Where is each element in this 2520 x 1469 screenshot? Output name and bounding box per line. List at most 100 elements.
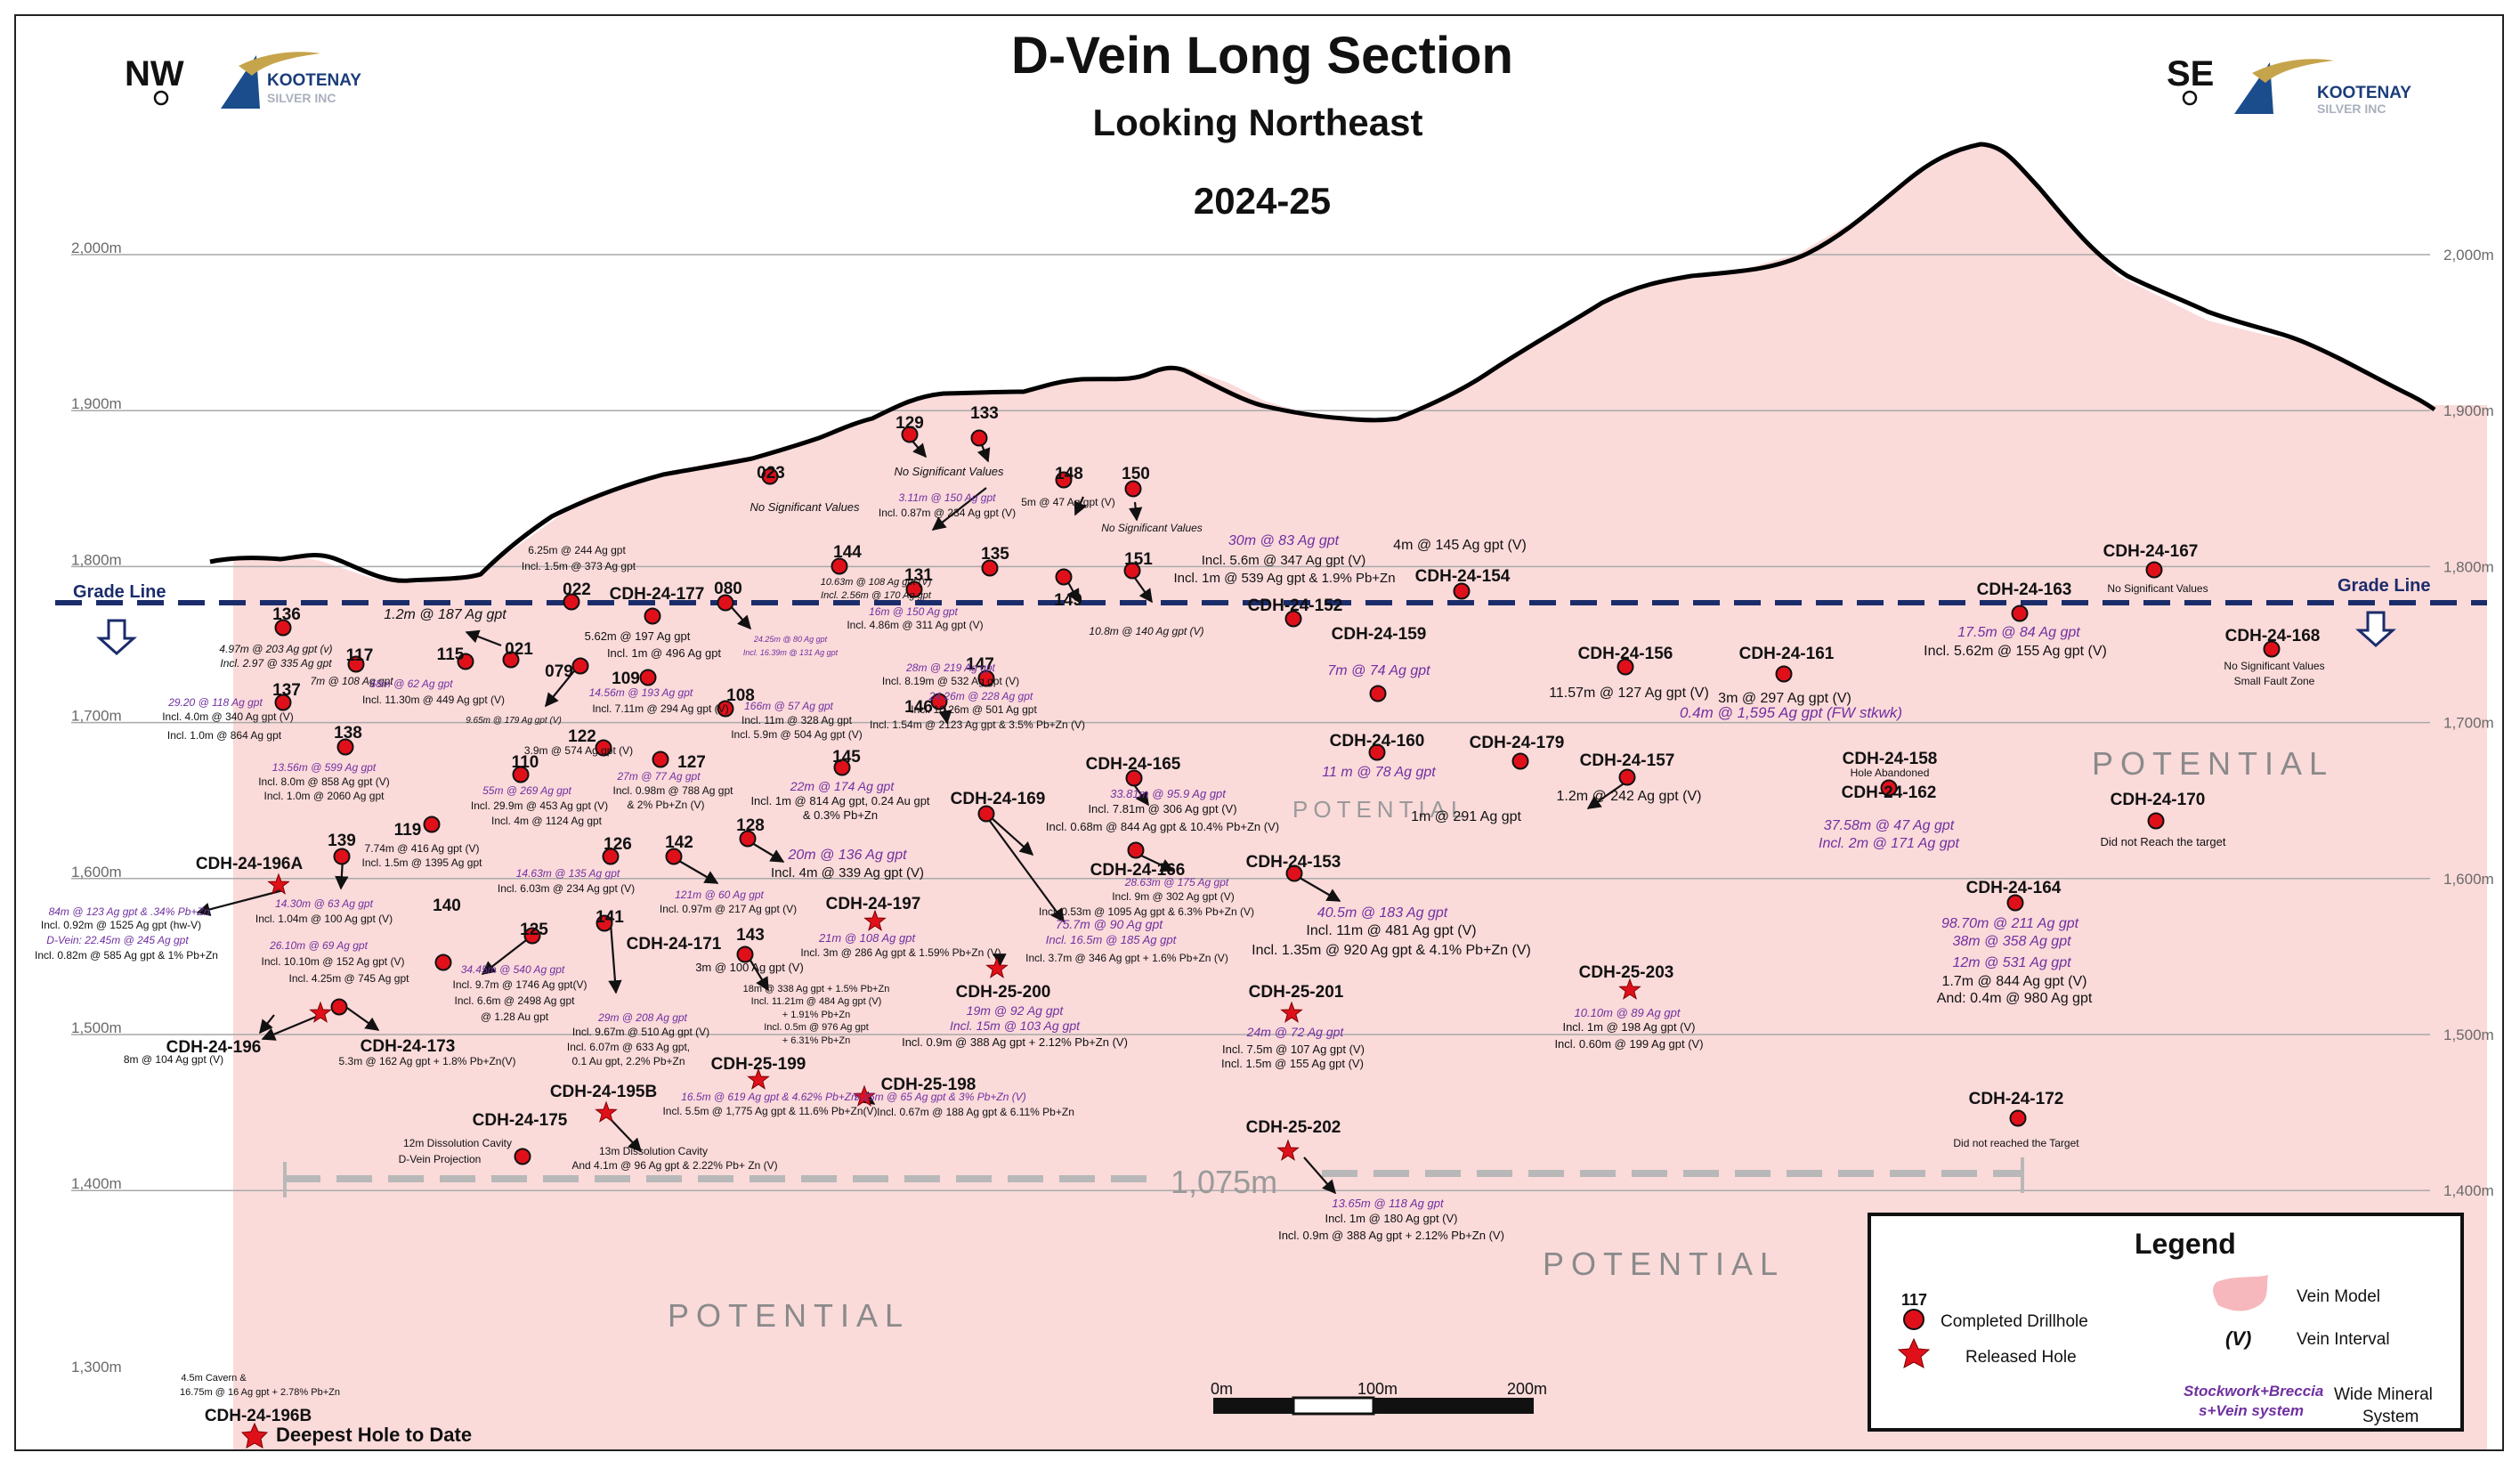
elevation-label-left: 1,300m xyxy=(71,1359,122,1376)
diagram-frame xyxy=(14,14,2504,1451)
drillhole-marker xyxy=(977,805,995,823)
drillhole-marker xyxy=(596,914,613,932)
se-label: SE xyxy=(2167,54,2214,93)
drillhole-label: CDH-24-154 xyxy=(1415,567,1511,586)
assay-note: 19m @ 92 Ag gpt xyxy=(967,1003,1065,1018)
assay-note: 16.75m @ 16 Ag gpt + 2.78% Pb+Zn xyxy=(180,1387,340,1398)
assay-note: Incl. 3.7m @ 346 Ag gpt + 1.6% Pb+Zn (V) xyxy=(1025,952,1228,964)
drillhole-marker xyxy=(347,655,365,673)
topography-line xyxy=(209,142,2436,583)
elevation-label-right: 2,000m xyxy=(2443,247,2494,264)
assay-note: 27m @ 77 Ag gpt xyxy=(616,770,701,783)
assay-note: 34.45m @ 540 Ag gpt xyxy=(461,963,565,976)
drillhole-arrow xyxy=(1303,1157,1337,1195)
drillhole-marker xyxy=(1055,471,1073,489)
potential-label: POTENTIAL xyxy=(1543,1246,1785,1282)
drillhole-marker xyxy=(1453,582,1471,600)
assay-note: Did not reached the Target xyxy=(1953,1137,2079,1149)
drillhole-marker xyxy=(563,593,580,611)
elevation-label-right: 1,500m xyxy=(2443,1027,2494,1043)
legend-count: 117 xyxy=(1901,1291,1927,1309)
assay-note: 10.10m @ 89 Ag gpt xyxy=(1575,1006,1681,1019)
assay-note: 9.25m @ 65 Ag gpt & 3% Pb+Zn (V) xyxy=(854,1091,1026,1103)
distance-label: 1,075m xyxy=(1171,1164,1277,1200)
assay-note: Incl. 5.6m @ 347 Ag gpt (V) xyxy=(1202,553,1365,568)
assay-note: Incl. 11.30m @ 449 Ag gpt (V) xyxy=(362,694,505,706)
assay-note: Incl. 9m @ 302 Ag gpt (V) xyxy=(1112,890,1235,903)
assay-note: 10.63m @ 108 Ag gpt (V) xyxy=(821,577,932,588)
drillhole-marker xyxy=(717,700,734,718)
drillhole-label: CDH-24-195B xyxy=(550,1083,657,1101)
assay-note: 166m @ 57 Ag gpt xyxy=(744,700,833,712)
deepest-hole-star-icon xyxy=(240,1422,269,1449)
assay-note: Incl. 4.86m @ 311 Ag gpt (V) xyxy=(847,619,983,631)
drillhole-label: CDH-24-168 xyxy=(2225,627,2321,645)
drillhole-marker xyxy=(1055,568,1073,586)
drillhole-label: 137 xyxy=(272,681,301,700)
assay-note: D-Vein Projection xyxy=(399,1153,482,1165)
drillhole-marker xyxy=(274,619,292,637)
drillhole-marker xyxy=(1775,665,1793,683)
drillhole-label: 151 xyxy=(1124,550,1153,569)
released-hole-star-icon xyxy=(853,1084,876,1107)
year-label: 2024-25 xyxy=(1194,180,1331,222)
drillhole-label: 140 xyxy=(433,897,461,915)
vein-model-area xyxy=(233,144,2487,1449)
drillhole-marker xyxy=(1284,610,1302,628)
drillhole-label: CDH-24-167 xyxy=(2103,542,2199,561)
drillhole-label: 139 xyxy=(328,832,356,850)
assay-note: 8m @ 104 Ag gpt (V) xyxy=(124,1053,223,1066)
drillhole-label: CDH-24-196B xyxy=(205,1407,312,1425)
assay-note: 7m @ 108 Ag gpt xyxy=(310,675,393,687)
drillhole-label: 108 xyxy=(726,686,755,705)
legend-vein-interval: Vein Interval xyxy=(2297,1330,2390,1349)
assay-note: 4.97m @ 203 Ag gpt (v) xyxy=(219,643,332,655)
assay-note: Incl. 9.67m @ 510 Ag gpt (V) xyxy=(572,1026,709,1038)
drillhole-label: 126 xyxy=(604,835,632,854)
elevation-label-right: 1,900m xyxy=(2443,402,2494,419)
drillhole-label: 128 xyxy=(736,816,765,835)
drillhole-marker xyxy=(2006,894,2024,912)
assay-note: Incl. 0.92m @ 1525 Ag gpt (hw-V) xyxy=(41,919,201,931)
drillhole-label: CDH-24-196A xyxy=(196,855,304,873)
assay-note: Incl. 16.5m @ 185 Ag gpt xyxy=(1046,933,1178,946)
assay-note: Incl. 16.39m @ 131 Ag gpt xyxy=(743,648,839,657)
assay-note: 121m @ 60 Ag gpt xyxy=(675,889,764,901)
assay-note: Incl. 11.21m @ 484 Ag gpt (V) xyxy=(751,996,882,1007)
legend-wide-system: Wide Mineral xyxy=(2334,1385,2433,1404)
released-hole-star-icon xyxy=(1897,1337,1931,1368)
assay-note: 75.7m @ 90 Ag gpt xyxy=(1056,917,1163,931)
drillhole-arrow xyxy=(931,487,987,531)
released-hole-star-icon xyxy=(985,956,1009,978)
elevation-label-left: 1,600m xyxy=(71,864,122,881)
drillhole-arrow xyxy=(1132,783,1149,807)
assay-note: 4m @ 145 Ag gpt (V) xyxy=(1393,538,1527,553)
elevation-label-left: 1,700m xyxy=(71,708,122,725)
drillhole-marker xyxy=(274,694,292,711)
scale-label: 0m xyxy=(1211,1380,1233,1398)
assay-note: Incl. 0.82m @ 585 Ag gpt & 1% Pb+Zn xyxy=(35,949,218,962)
drillhole-marker xyxy=(739,830,757,848)
assay-note: Incl. 0.9m @ 388 Ag gpt + 2.12% Pb+Zn (V… xyxy=(1278,1229,1504,1242)
drillhole-label: CDH-24-164 xyxy=(1966,879,2062,897)
drillhole-label: 125 xyxy=(520,921,548,939)
assay-note: 33.81m @ 95.9 Ag gpt xyxy=(1110,787,1227,800)
drillhole-marker xyxy=(831,557,848,575)
assay-note: Incl. 1.5m @ 155 Ag gpt (V) xyxy=(1221,1057,1364,1070)
drillhole-label: 135 xyxy=(981,545,1009,564)
assay-note: Incl. 1m @ 814 Ag gpt, 0.24 Au gpt xyxy=(750,794,929,808)
assay-note: No Significant Values xyxy=(2224,660,2324,672)
drillhole-marker xyxy=(330,998,348,1016)
assay-note: Incl. 4m @ 339 Ag gpt (V) xyxy=(771,865,924,881)
drillhole-label: 022 xyxy=(563,580,591,599)
assay-note: 98.70m @ 211 Ag gpt xyxy=(1941,916,2079,931)
assay-note: 3.11m @ 150 Ag gpt xyxy=(899,491,997,504)
drillhole-marker xyxy=(602,848,620,865)
drillhole-marker xyxy=(423,816,441,833)
vein-model-swatch-icon xyxy=(2213,1275,2268,1311)
assay-note: 5.3m @ 162 Ag gpt + 1.8% Pb+Zn(V) xyxy=(339,1055,516,1067)
drillhole-marker xyxy=(2009,1109,2027,1127)
drillhole-marker xyxy=(833,759,851,776)
drillhole-marker xyxy=(1369,685,1387,702)
assay-note: Incl. 1.54m @ 2123 Ag gpt & 3.5% Pb+Zn (… xyxy=(870,718,1085,731)
